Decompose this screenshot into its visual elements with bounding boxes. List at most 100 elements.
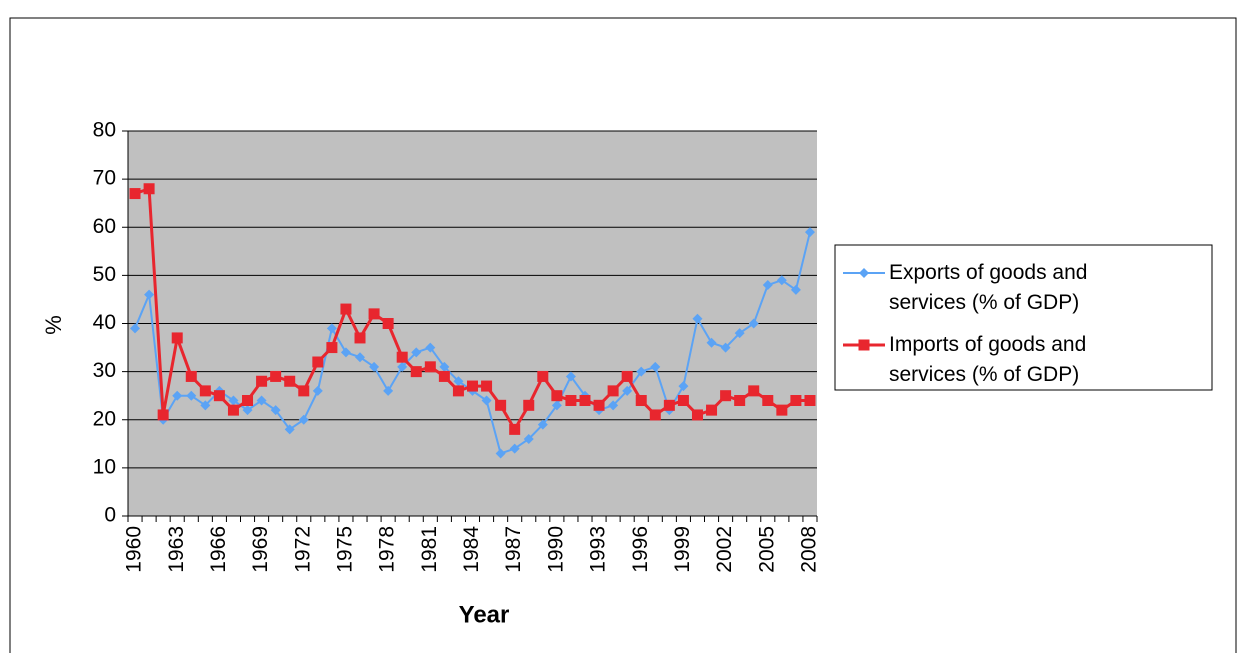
y-tick-label: 40 [93, 311, 116, 334]
marker [369, 361, 380, 372]
marker [213, 390, 225, 402]
marker [130, 323, 141, 334]
marker [636, 366, 647, 377]
marker [144, 289, 155, 300]
marker [649, 409, 661, 421]
marker [790, 284, 801, 295]
marker [748, 318, 759, 329]
marker [706, 337, 717, 348]
marker [622, 385, 633, 396]
marker [452, 385, 464, 397]
marker [859, 268, 869, 278]
marker [129, 188, 141, 200]
marker [804, 395, 816, 406]
marker [256, 375, 268, 387]
marker [284, 424, 295, 435]
marker [256, 395, 267, 406]
marker [396, 351, 408, 363]
marker [171, 332, 183, 344]
marker [172, 390, 183, 401]
marker [397, 361, 408, 372]
marker [537, 370, 549, 382]
marker [776, 404, 788, 416]
marker [312, 385, 323, 396]
marker [734, 395, 746, 406]
marker [720, 342, 731, 353]
y-axis-label: % [41, 315, 66, 335]
marker [354, 332, 366, 344]
y-tick-label: 0 [104, 504, 116, 527]
x-tick-label: 1999 [671, 526, 694, 573]
marker [186, 390, 197, 401]
marker [495, 399, 507, 411]
marker [424, 361, 436, 373]
marker [199, 385, 211, 397]
x-tick-label: 1981 [418, 526, 441, 573]
marker [481, 395, 492, 406]
marker [242, 405, 253, 416]
marker [608, 400, 619, 411]
marker [355, 352, 366, 363]
y-tick-label: 70 [93, 167, 116, 190]
marker [453, 376, 464, 387]
marker [523, 434, 534, 444]
marker [565, 395, 577, 406]
marker [425, 342, 436, 353]
marker [326, 323, 337, 334]
x-tick-label: 2002 [713, 526, 736, 573]
marker [691, 409, 703, 421]
marker [678, 381, 689, 392]
x-tick-label: 1984 [460, 526, 483, 573]
marker [650, 361, 661, 372]
marker [509, 423, 521, 435]
marker [565, 371, 576, 382]
x-tick-label: 1993 [587, 526, 610, 573]
marker [410, 366, 422, 378]
marker [284, 375, 296, 387]
marker [200, 400, 211, 411]
marker [495, 448, 506, 459]
marker [748, 385, 760, 397]
marker [762, 280, 773, 290]
marker [607, 385, 619, 397]
marker [439, 361, 450, 372]
x-tick-label: 2005 [755, 526, 778, 573]
marker [298, 385, 310, 397]
marker [368, 308, 380, 320]
x-axis-label: Year [459, 601, 510, 628]
marker [593, 399, 605, 411]
marker [242, 395, 254, 406]
marker [340, 347, 351, 358]
x-tick-label: 2008 [798, 526, 821, 573]
x-tick-label: 1966 [207, 526, 230, 573]
marker [677, 395, 689, 406]
x-tick-label: 1975 [333, 526, 356, 573]
marker [312, 356, 324, 368]
marker [157, 409, 169, 421]
x-tick-label: 1963 [165, 526, 188, 573]
marker [551, 400, 562, 411]
y-tick-label: 50 [93, 263, 116, 286]
legend-label: Imports of goods and services (% of GDP) [889, 333, 1086, 386]
y-tick-label: 80 [93, 119, 116, 142]
marker [551, 390, 563, 402]
marker [635, 395, 647, 406]
marker [227, 404, 239, 416]
legend-label: Exports of goods and services (% of GDP) [889, 261, 1087, 314]
marker [228, 395, 239, 406]
marker [326, 342, 338, 354]
marker [776, 275, 787, 286]
marker [383, 385, 394, 396]
x-tick-label: 1972 [291, 526, 314, 573]
marker [481, 380, 493, 392]
marker [438, 370, 450, 382]
x-tick-label: 1987 [502, 526, 525, 573]
x-tick-label: 1996 [629, 526, 652, 573]
marker [185, 370, 197, 382]
y-tick-label: 60 [93, 215, 116, 238]
y-tick-label: 30 [93, 359, 116, 382]
marker [382, 318, 394, 329]
marker [467, 380, 478, 392]
